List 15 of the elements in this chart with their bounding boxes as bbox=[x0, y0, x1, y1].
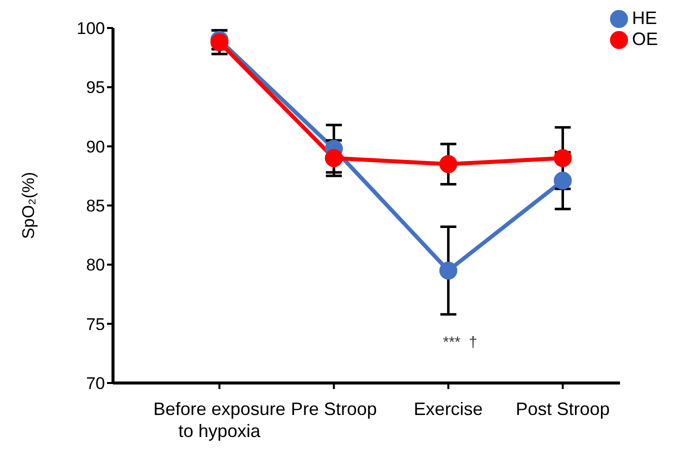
x-tick-label: Post Stroop bbox=[516, 399, 610, 420]
y-tick-label: 100 bbox=[76, 19, 105, 38]
y-tick-label: 80 bbox=[86, 256, 105, 275]
x-tick-label: Pre Stroop bbox=[290, 399, 377, 420]
y-tick-label: 95 bbox=[86, 78, 105, 98]
y-tick-label: 75 bbox=[86, 314, 105, 334]
annotation: *** † bbox=[443, 334, 478, 351]
y-axis-title: SpO₂(%) bbox=[19, 172, 38, 240]
x-tick-label: Exercise bbox=[414, 399, 483, 420]
legend-label: OE bbox=[632, 29, 658, 49]
y-tick-label: 70 bbox=[86, 374, 105, 394]
legend-label: HE bbox=[632, 8, 657, 28]
x-tick-label: Before exposure to hypoxia bbox=[153, 399, 286, 441]
y-tick-label: 85 bbox=[86, 196, 105, 216]
y-tick-label: 90 bbox=[86, 137, 105, 156]
